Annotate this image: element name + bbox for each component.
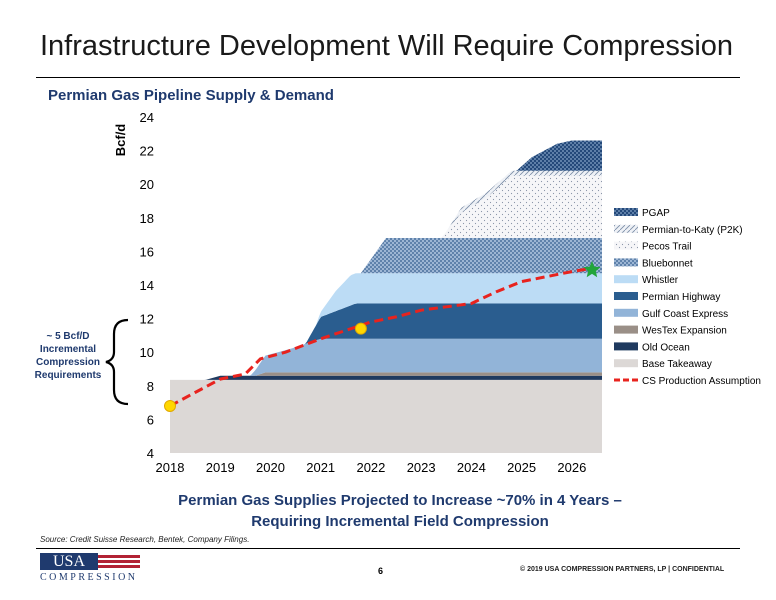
logo-usa-block: USA bbox=[40, 553, 98, 570]
annotation-line-1: ~ 5 Bcf/D bbox=[46, 331, 90, 342]
title-divider bbox=[36, 77, 740, 78]
y-tick-label: 24 bbox=[140, 110, 154, 125]
y-tick-label: 18 bbox=[140, 211, 154, 226]
chart-title: Permian Gas Pipeline Supply & Demand bbox=[48, 87, 334, 104]
x-tick-label: 2026 bbox=[557, 460, 586, 475]
y-tick-label: 22 bbox=[140, 144, 154, 159]
area-old-ocean bbox=[170, 375, 602, 380]
legend-swatch bbox=[614, 258, 638, 267]
x-tick-label: 2020 bbox=[256, 460, 285, 475]
legend-swatch bbox=[614, 292, 638, 300]
x-tick-label: 2024 bbox=[457, 460, 486, 475]
y-tick-label: 4 bbox=[147, 446, 154, 461]
takeaway-text: Permian Gas Supplies Projected to Increa… bbox=[120, 490, 680, 532]
y-tick-label: 8 bbox=[147, 379, 154, 394]
logo-wordmark: COMPRESSION bbox=[40, 572, 138, 583]
legend-swatch bbox=[614, 208, 638, 216]
legend-label: Old Ocean bbox=[642, 342, 690, 353]
y-tick-label: 14 bbox=[140, 278, 154, 293]
legend-swatch bbox=[614, 342, 638, 351]
legend-swatch bbox=[614, 241, 638, 250]
area-bluebonnet bbox=[170, 238, 602, 380]
chart-legend: PGAP Permian-to-Katy (P2K) Pecos Trail Blue… bbox=[614, 208, 761, 387]
production-line bbox=[169, 266, 593, 408]
legend-label: Bluebonnet bbox=[642, 258, 693, 269]
source-note: Source: Credit Suisse Research, Bentek, … bbox=[40, 535, 250, 544]
annotation-line-4: Requirements bbox=[34, 370, 102, 381]
annotation-line-2: Incremental bbox=[39, 344, 97, 355]
x-tick-label: 2018 bbox=[156, 460, 185, 475]
x-tick-label: 2021 bbox=[306, 460, 335, 475]
annotation-line-3: Compression bbox=[36, 357, 100, 368]
legend-swatch bbox=[614, 359, 638, 368]
legend-swatch bbox=[614, 325, 638, 334]
x-tick-label: 2022 bbox=[356, 460, 385, 475]
logo-stripe bbox=[98, 560, 140, 563]
legend-swatch bbox=[614, 275, 638, 284]
y-tick-label: 16 bbox=[140, 244, 154, 259]
marker-star bbox=[583, 260, 601, 278]
x-tick-label: 2023 bbox=[407, 460, 436, 475]
logo-stripe bbox=[98, 565, 140, 568]
area-gulf-coast-express bbox=[170, 338, 602, 380]
y-tick-label: 12 bbox=[140, 312, 154, 327]
company-logo: USA COMPRESSION bbox=[40, 553, 140, 585]
production-line-layer bbox=[164, 260, 601, 412]
y-tick-label: 10 bbox=[140, 345, 154, 360]
legend-label: PGAP bbox=[642, 208, 670, 219]
marker-circle bbox=[354, 322, 367, 335]
legend-label: Pecos Trail bbox=[642, 242, 691, 253]
annotation-brace bbox=[105, 318, 129, 406]
marker-circle bbox=[164, 399, 176, 412]
area-pgap bbox=[170, 140, 602, 380]
area-pecos-trail bbox=[170, 175, 602, 380]
x-tick-label: 2019 bbox=[206, 460, 235, 475]
page-number: 6 bbox=[378, 566, 384, 576]
legend-swatch bbox=[614, 224, 638, 233]
legend-label: WesTex Expansion bbox=[642, 326, 727, 337]
y-tick-label: 20 bbox=[140, 177, 154, 192]
legend-swatch bbox=[614, 308, 638, 317]
y-axis-label: Bcf/d bbox=[113, 124, 128, 157]
stacked-areas bbox=[170, 140, 602, 453]
area-westex-expansion bbox=[170, 372, 602, 380]
slide-title: Infrastructure Development Will Require … bbox=[40, 30, 734, 62]
takeaway-line-1: Permian Gas Supplies Projected to Increa… bbox=[178, 492, 622, 509]
legend-label: Permian Highway bbox=[642, 292, 720, 303]
logo-stripe bbox=[98, 555, 140, 558]
compression-annotation: ~ 5 Bcf/D Incremental Compression Requir… bbox=[22, 330, 114, 382]
footer-divider bbox=[36, 548, 740, 549]
x-tick-label: 2025 bbox=[507, 460, 536, 475]
area-whistler bbox=[170, 273, 602, 380]
legend-label: Whistler bbox=[642, 275, 679, 286]
legend-label: CS Production Assumption bbox=[642, 376, 761, 387]
legend-label: Permian-to-Katy (P2K) bbox=[642, 225, 743, 236]
takeaway-line-2: Requiring Incremental Field Compression bbox=[251, 513, 549, 530]
area-base-takeaway bbox=[170, 379, 602, 453]
copyright-notice: © 2019 USA COMPRESSION PARTNERS, LP | CO… bbox=[520, 566, 725, 573]
area-permian-highway bbox=[170, 303, 602, 380]
legend-label: Base Takeaway bbox=[642, 359, 712, 370]
legend-label: Gulf Coast Express bbox=[642, 309, 728, 320]
y-tick-label: 6 bbox=[147, 412, 154, 427]
